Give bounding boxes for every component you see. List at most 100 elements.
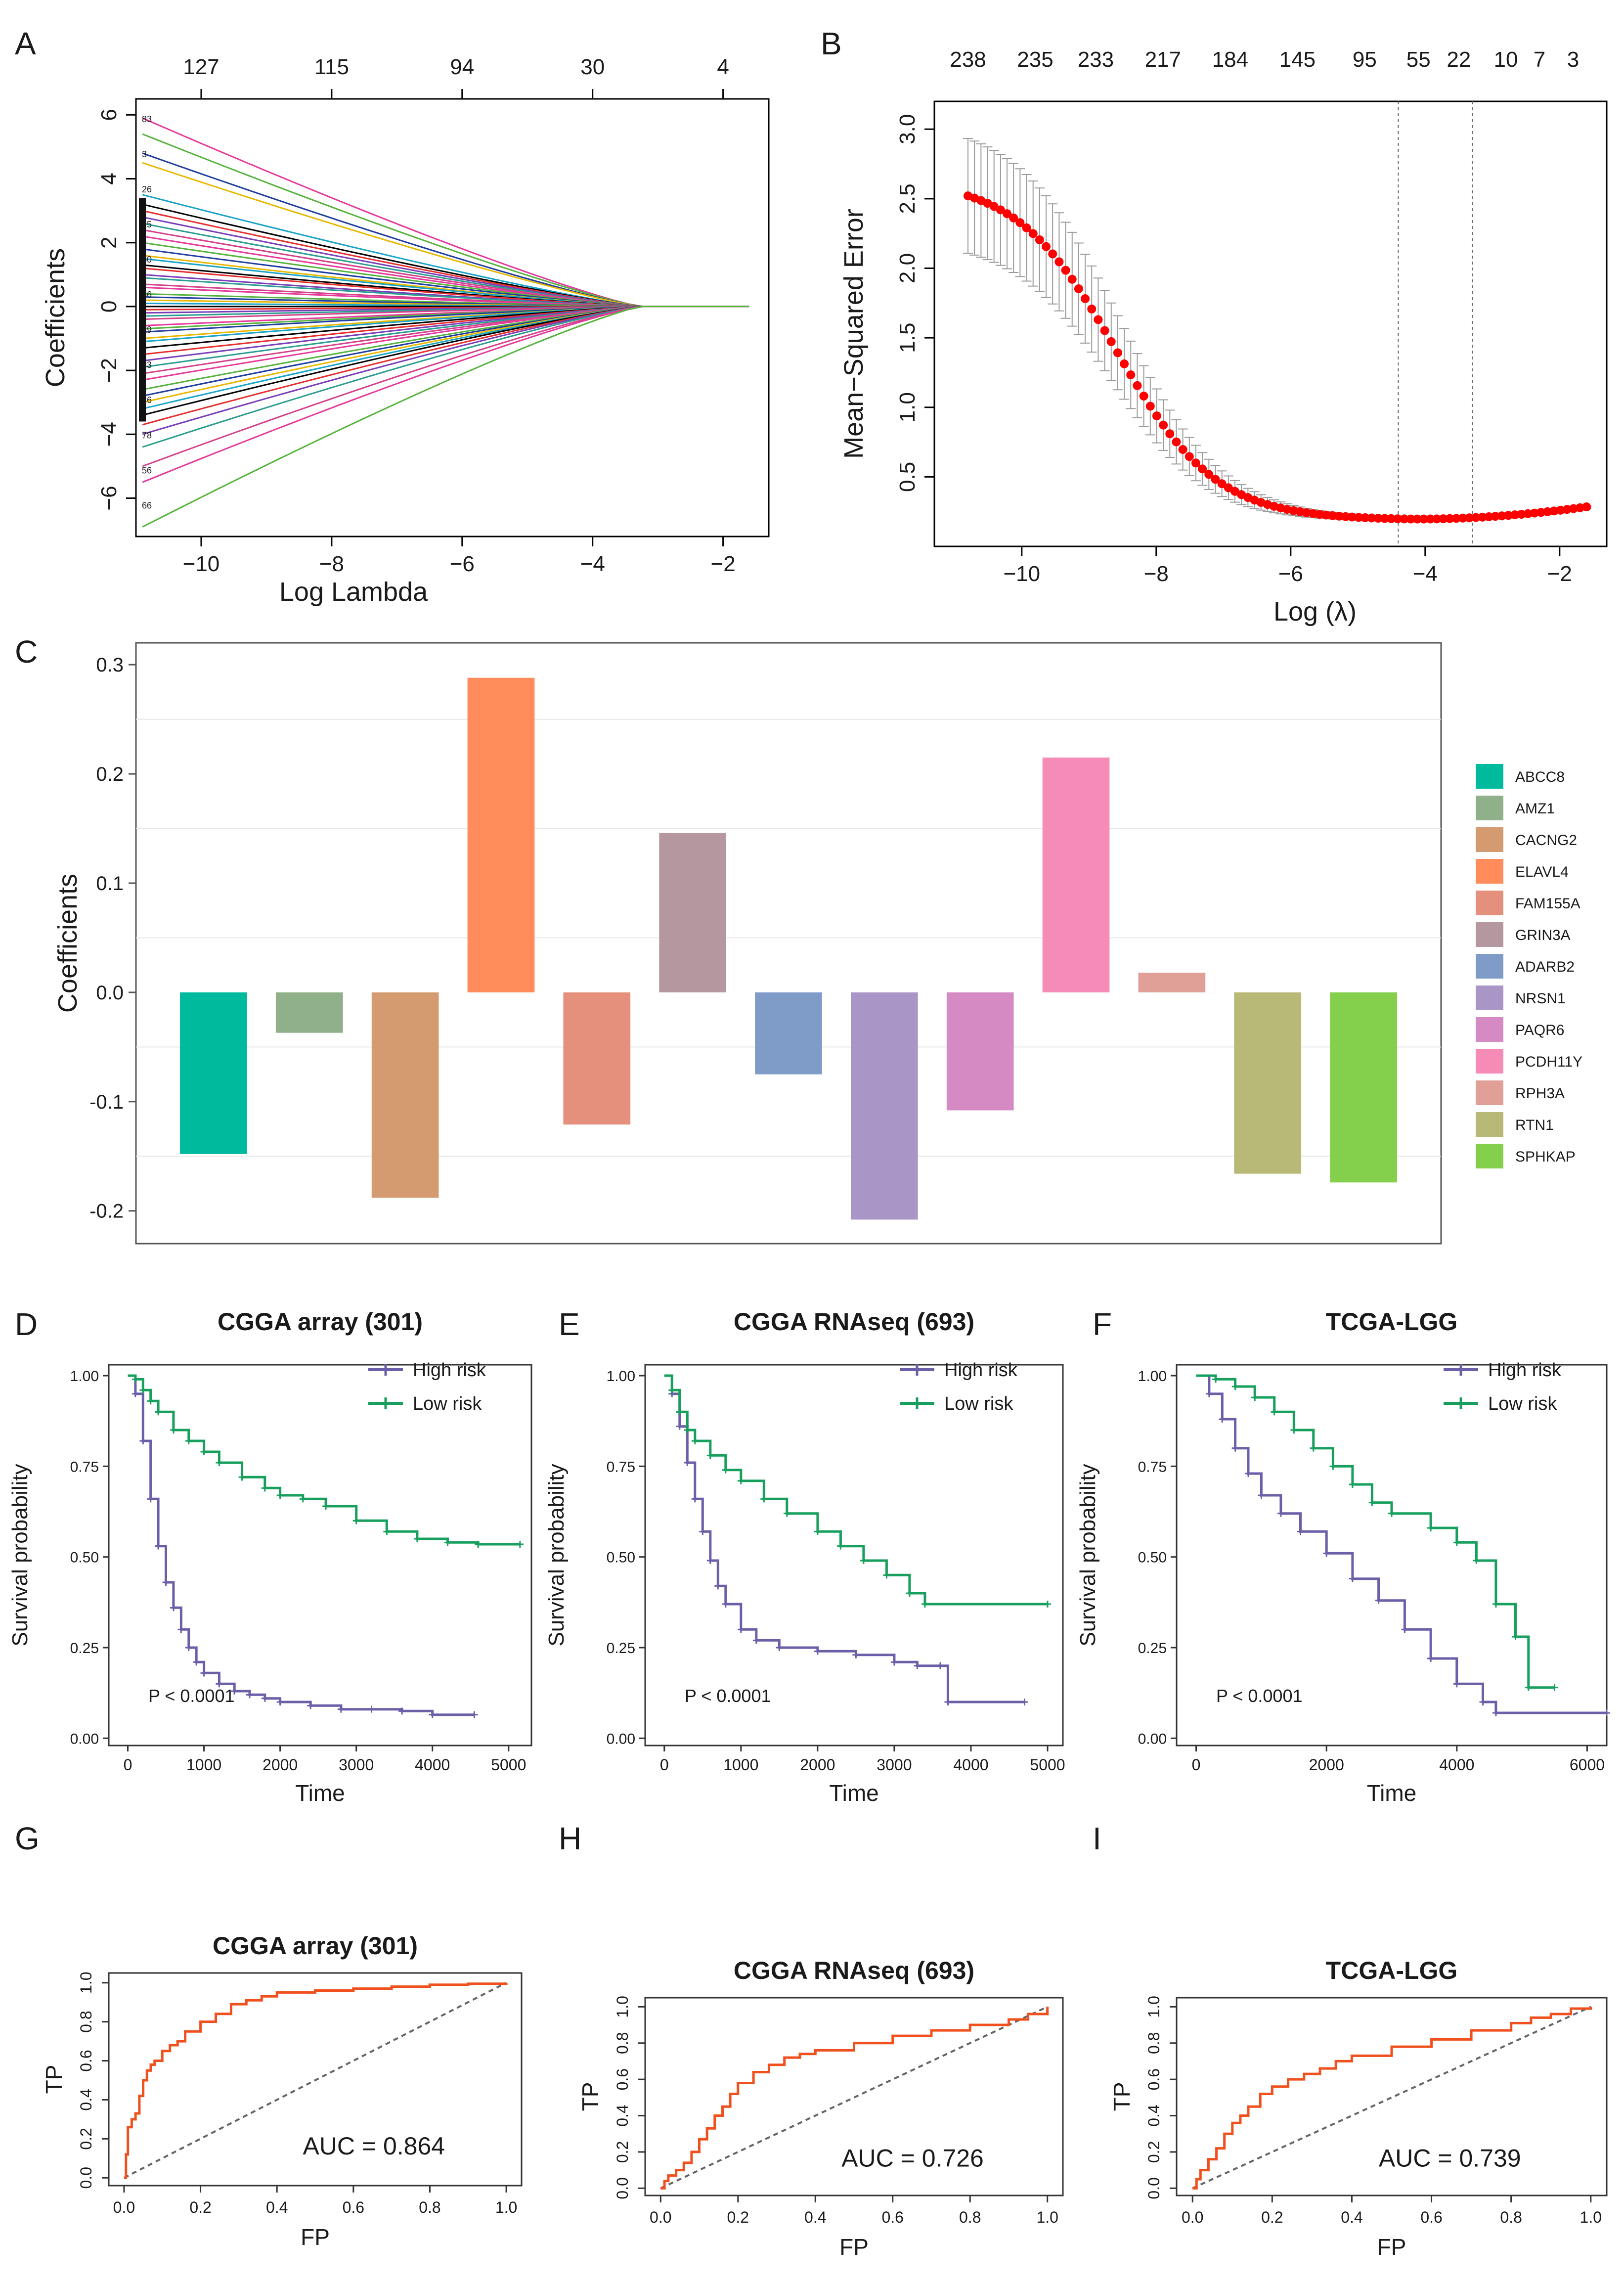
censor-mark xyxy=(429,1711,436,1718)
mse-point xyxy=(1419,514,1428,524)
censor-mark xyxy=(1258,1492,1265,1499)
panel-label-e: E xyxy=(559,1306,580,1342)
y-tick-label: 0.25 xyxy=(70,1640,99,1657)
censor-mark xyxy=(139,1437,147,1444)
top-tick-label: 10 xyxy=(1494,47,1518,72)
mse-point xyxy=(1432,514,1442,524)
mse-point xyxy=(1100,326,1109,335)
censor-mark xyxy=(352,1517,360,1524)
mse-point xyxy=(1178,445,1187,454)
y-tick-label: 1.00 xyxy=(1138,1368,1167,1385)
censor-mark xyxy=(883,1571,890,1579)
coefficient-path xyxy=(142,306,749,483)
censor-mark xyxy=(132,1390,139,1397)
censor-mark xyxy=(177,1626,185,1633)
legend-swatch xyxy=(1476,1112,1503,1137)
censor-mark xyxy=(200,1448,208,1455)
path-end-label: 36 xyxy=(142,290,152,300)
y-tick-label: 0.3 xyxy=(96,654,124,676)
mse-point xyxy=(1172,437,1181,447)
legend-label: ELAVL4 xyxy=(1515,864,1569,880)
y-axis-label: TP xyxy=(41,2065,67,2094)
y-tick-label: 0.6 xyxy=(614,2068,631,2090)
censor-mark xyxy=(906,1590,913,1597)
mse-point xyxy=(1309,509,1318,518)
x-tick-label: 2000 xyxy=(263,1756,298,1774)
mse-point xyxy=(1224,483,1233,493)
y-tick-label: 0.0 xyxy=(77,2167,95,2189)
diagonal-reference xyxy=(124,1981,507,2179)
censor-mark xyxy=(1219,1416,1226,1423)
censor-mark xyxy=(147,1495,154,1503)
y-tick-label: 6 xyxy=(97,109,121,121)
censor-mark xyxy=(216,1459,223,1466)
censor-mark xyxy=(398,1707,406,1715)
roc-curve xyxy=(660,2007,1049,2190)
legend-label: FAM155A xyxy=(1515,896,1580,912)
x-tick-label: 0 xyxy=(1192,1756,1201,1774)
legend-swatch xyxy=(1476,1049,1503,1074)
path-start-cluster xyxy=(139,198,146,422)
censor-mark xyxy=(1277,1510,1284,1517)
censor-mark xyxy=(413,1535,421,1542)
panel-c: -0.2 -0.1 0.0 0.1 0.2 0.3 Coefficients ABCC8 AMZ… xyxy=(53,642,1582,1245)
mse-point xyxy=(1484,512,1493,522)
mse-point xyxy=(1439,514,1448,524)
legend-label: GRIN3A xyxy=(1515,927,1571,943)
x-tick-label: 0.2 xyxy=(189,2198,211,2216)
legend-swatch xyxy=(1476,954,1503,979)
km-curve-high-risk xyxy=(664,1374,1025,1703)
bar-elavl4 xyxy=(467,677,535,992)
censor-mark xyxy=(776,1644,783,1651)
legend-swatch xyxy=(1476,859,1503,884)
x-tick-label: −6 xyxy=(1278,562,1303,586)
y-tick-label: 0.1 xyxy=(96,873,124,895)
mse-point xyxy=(1009,213,1018,223)
censor-mark xyxy=(914,1662,921,1669)
mse-point xyxy=(1387,514,1396,523)
x-tick-label: −8 xyxy=(319,552,344,576)
mse-point xyxy=(1042,242,1051,251)
x-axis-label: Log Lambda xyxy=(279,577,428,607)
legend-swatch xyxy=(1476,891,1503,915)
path-end-label: 79 xyxy=(142,325,152,335)
y-tick-label: 1.0 xyxy=(895,392,920,422)
legend-label: Low risk xyxy=(413,1393,482,1414)
censor-mark xyxy=(1492,1601,1499,1608)
panel-label-g: G xyxy=(15,1821,40,1856)
panel-title: CGGA RNAseq (693) xyxy=(734,1308,974,1336)
censor-mark xyxy=(714,1582,722,1590)
y-tick-label: 4 xyxy=(97,173,121,184)
mse-point xyxy=(1373,514,1383,523)
mse-point xyxy=(1126,370,1136,380)
mse-point xyxy=(1465,513,1474,523)
plot-frame xyxy=(644,1364,1064,1747)
top-tick-label: 238 xyxy=(950,47,986,72)
y-axis-label: TP xyxy=(577,2082,603,2111)
censor-mark xyxy=(475,1541,482,1548)
x-tick-label: −2 xyxy=(711,552,736,576)
legend-swatch xyxy=(1476,764,1503,789)
censor-mark xyxy=(1323,1550,1330,1557)
panel-title: TCGA-LGG xyxy=(1326,1957,1458,1984)
km-curve-high-risk xyxy=(1196,1374,1607,1714)
coefficient-path xyxy=(142,306,749,528)
mse-point xyxy=(1361,513,1370,522)
censor-mark xyxy=(238,1474,246,1481)
p-value: P < 0.0001 xyxy=(1216,1686,1303,1706)
censor-mark xyxy=(261,1484,268,1492)
censor-mark xyxy=(921,1601,928,1608)
mse-point xyxy=(1569,504,1578,513)
censor-mark xyxy=(1205,1390,1213,1397)
bar-sphkap xyxy=(1330,992,1397,1183)
y-tick-label: 0.50 xyxy=(70,1550,99,1566)
y-tick-label: 0.2 xyxy=(77,2128,95,2150)
y-tick-label: 0.00 xyxy=(1138,1731,1167,1747)
censor-mark xyxy=(170,1604,177,1612)
y-axis-label: TP xyxy=(1109,2082,1135,2111)
y-tick-label: 2.0 xyxy=(895,253,920,283)
censor-mark xyxy=(752,1637,760,1644)
censor-mark xyxy=(936,1662,944,1669)
y-tick-label: 0.00 xyxy=(607,1731,635,1747)
